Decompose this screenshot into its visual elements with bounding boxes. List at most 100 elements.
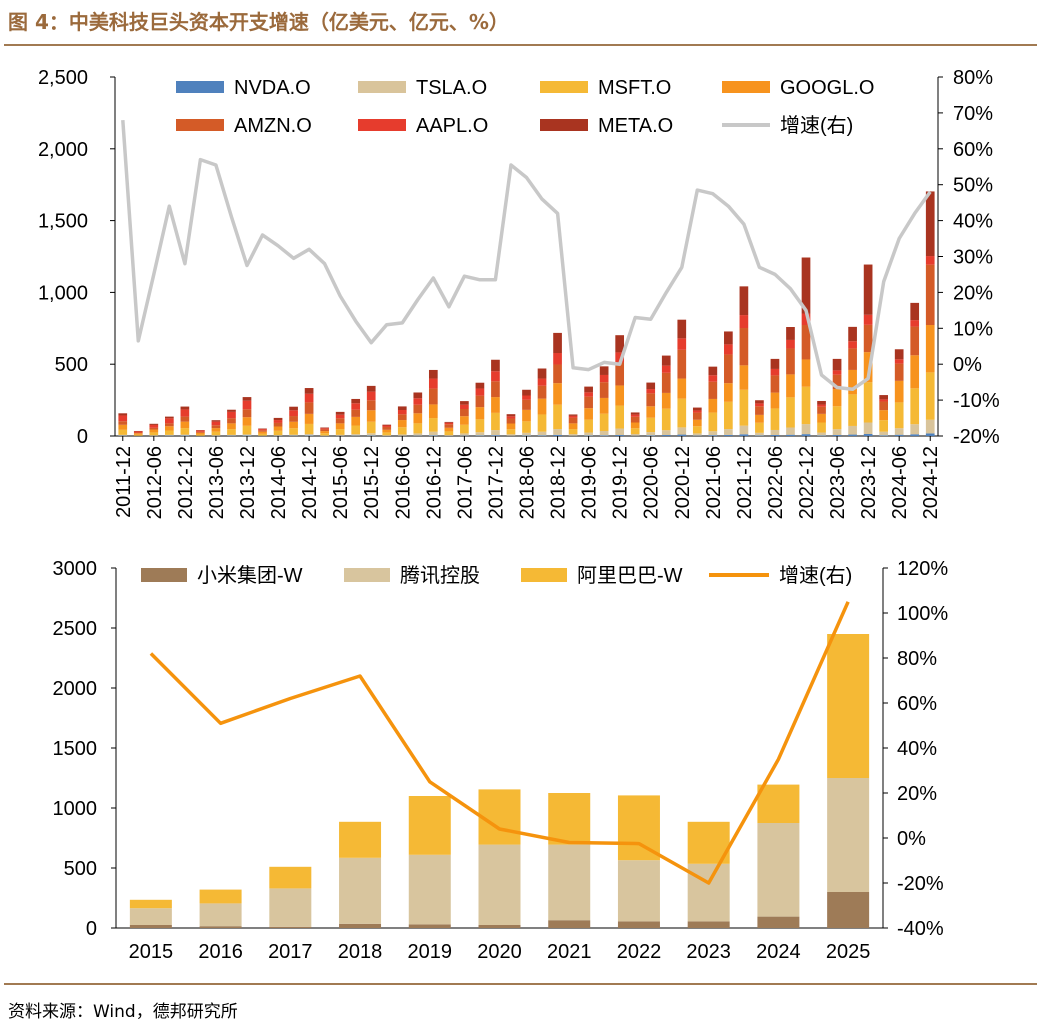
right-axis-tick-label: 80% [953, 67, 993, 89]
bar-segment [786, 327, 795, 340]
bar-segment [522, 399, 531, 410]
bar-segment [475, 382, 485, 389]
bar-segment [351, 409, 361, 417]
bar-segment [692, 426, 702, 434]
bar-segment [397, 406, 407, 411]
bar-segment [289, 410, 298, 417]
bar-segment [118, 434, 128, 436]
bar-segment [708, 375, 718, 382]
x-axis-tick-label: 2019-12 [610, 446, 632, 519]
bar-segment [910, 424, 920, 435]
bar-segment [739, 425, 749, 435]
bar-segment [910, 388, 920, 425]
bar-segment [444, 421, 454, 423]
bar-segment [428, 431, 438, 436]
bar-segment [661, 430, 671, 435]
bar-segment [211, 425, 221, 429]
bar-segment [165, 416, 174, 419]
bar-segment [568, 415, 578, 418]
bar-segment [757, 784, 800, 823]
bar-segment [491, 381, 500, 398]
bar-segment [289, 421, 298, 429]
bar-segment [568, 417, 578, 424]
bar-segment [273, 422, 283, 427]
bar-segment [801, 424, 811, 435]
bar-segment [661, 408, 671, 431]
x-axis-tick-label: 2023-12 [858, 446, 880, 519]
bar-segment [599, 366, 609, 375]
bar-segment [273, 426, 283, 431]
bar-segment [630, 414, 640, 417]
x-axis-tick-label: 2012-06 [144, 446, 166, 519]
bar-segment [522, 389, 531, 396]
bar-segment [165, 430, 174, 435]
bar-segment [617, 921, 660, 928]
right-axis-tick-label: -20% [953, 426, 1000, 448]
bar-segment [584, 386, 593, 393]
bar-segment [537, 435, 547, 436]
bar-segment [925, 372, 935, 420]
x-axis-tick-label: 2017-12 [485, 446, 507, 519]
x-axis-tick-label: 2021 [547, 941, 592, 963]
bar-segment [397, 420, 407, 428]
bar-segment [770, 368, 780, 376]
bar-segment [677, 398, 687, 428]
bar-segment [677, 378, 687, 399]
bar-segment [692, 433, 702, 436]
bar-segment [801, 434, 811, 436]
legend-label: TSLA.O [416, 77, 487, 99]
bar-segment [397, 427, 407, 435]
bar-segment [894, 428, 904, 435]
bar-segment [522, 409, 531, 422]
bar-segment [801, 257, 811, 314]
bar-segment [757, 823, 800, 917]
bar-segment [382, 424, 392, 426]
bar-segment [615, 362, 625, 386]
bar-segment [478, 925, 521, 928]
bar-segment [708, 398, 718, 413]
bar-segment [227, 429, 236, 435]
bar-segment [879, 410, 888, 421]
bar-segment [522, 432, 531, 436]
bar-segment [129, 925, 172, 928]
bar-segment [397, 414, 407, 421]
bar-segment [568, 414, 578, 416]
bar-segment [537, 378, 547, 386]
x-axis-tick-label: 2022-12 [796, 446, 818, 519]
bar-segment [335, 418, 345, 424]
bar-segment [199, 926, 242, 928]
bar-segment [413, 404, 423, 414]
x-axis-tick-label: 2012-12 [175, 446, 197, 519]
bar-segment [478, 789, 521, 845]
bar-segment [553, 404, 562, 430]
bar-segment [894, 359, 904, 364]
source-rule [4, 983, 1037, 985]
bar-segment [258, 431, 267, 434]
bar-segment [894, 434, 904, 436]
bar-segment [335, 429, 345, 435]
bar-segment [269, 926, 312, 928]
bar-segment [617, 795, 660, 861]
bar-segment [118, 429, 128, 435]
bar-segment [428, 388, 438, 405]
x-axis-tick-label: 2018-12 [548, 446, 570, 519]
bar-segment [211, 420, 221, 422]
bar-segment [304, 388, 314, 394]
bar-segment [304, 435, 314, 436]
x-axis-tick-label: 2022-06 [765, 446, 787, 519]
left-axis-tick-label: 2000 [53, 678, 98, 700]
bar-segment [879, 395, 888, 400]
bar-segment [786, 427, 795, 435]
bar-segment [165, 434, 174, 436]
bar-segment [351, 416, 361, 426]
bar-segment [351, 425, 361, 435]
bar-segment [149, 427, 159, 430]
bar-segment [491, 430, 500, 436]
bar-segment [548, 920, 591, 928]
right-axis-tick-label: 0% [953, 354, 982, 376]
bar-segment [661, 392, 671, 409]
bar-segment [320, 427, 329, 429]
bar-segment [615, 405, 625, 429]
bar-segment [273, 417, 283, 421]
bar-segment [460, 401, 469, 405]
